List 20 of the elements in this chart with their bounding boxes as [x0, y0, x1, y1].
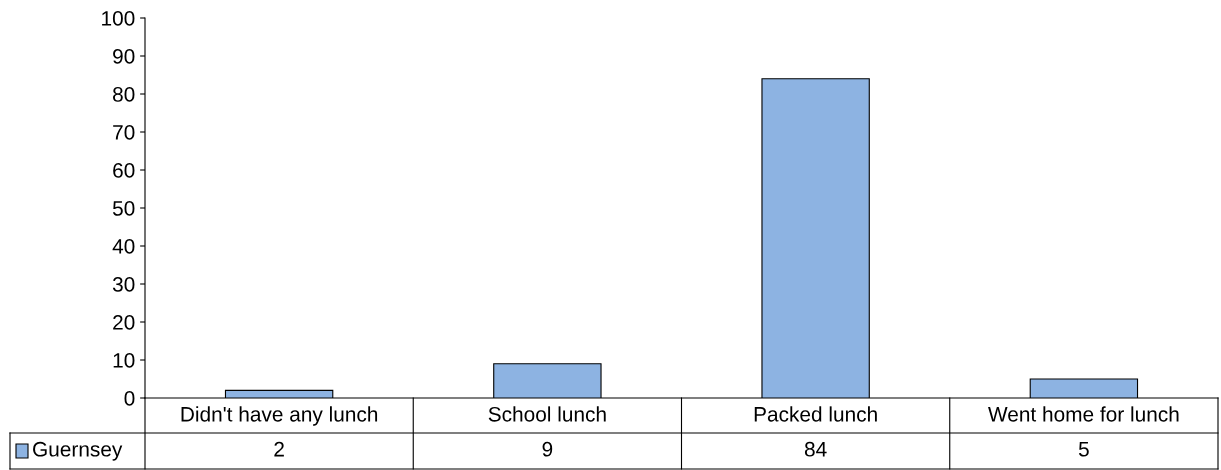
- y-tick-label: 30: [112, 277, 135, 292]
- y-tick-label: 20: [113, 315, 135, 330]
- data-label: 9: [542, 441, 553, 457]
- data-label: 2: [274, 441, 284, 457]
- y-tick-label: 80: [113, 87, 135, 102]
- y-tick-label: 70: [113, 125, 135, 140]
- y-tick-label: 10: [113, 353, 135, 368]
- x-tick-label: Didn't have any lunch: [181, 406, 378, 426]
- y-tick-label: 60: [113, 163, 135, 178]
- y-tick-label: 100: [102, 11, 135, 26]
- x-tick-label: Went home for lunch: [988, 406, 1179, 422]
- y-tick-label: 0: [124, 391, 135, 406]
- y-tick-label: 40: [112, 239, 135, 254]
- data-label: 5: [1078, 442, 1089, 457]
- x-tick-label: Packed lunch: [754, 406, 877, 422]
- x-tick-label: School lunch: [488, 406, 606, 422]
- data-label: 84: [804, 441, 827, 457]
- y-tick-label: 50: [112, 201, 135, 216]
- y-tick-label: 90: [113, 49, 135, 64]
- legend-label: Guernsey: [33, 441, 123, 461]
